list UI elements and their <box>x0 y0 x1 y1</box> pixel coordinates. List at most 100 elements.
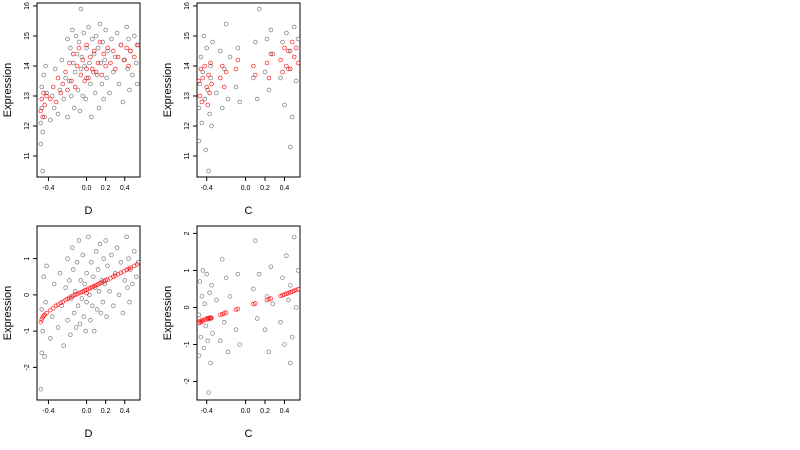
data-point <box>65 36 70 42</box>
data-point <box>60 81 65 87</box>
x-tick-label: 0.0 <box>82 185 92 192</box>
data-point <box>130 281 135 287</box>
data-point <box>90 36 95 42</box>
data-point <box>208 63 213 69</box>
data-point <box>289 334 295 340</box>
data-point <box>266 87 272 93</box>
data-point <box>127 299 132 305</box>
data-point <box>293 287 299 293</box>
data-point <box>235 271 241 277</box>
data-point <box>264 36 270 42</box>
plot-frame <box>196 2 301 178</box>
data-point <box>288 144 293 150</box>
x-axis-label: C <box>245 428 253 440</box>
data-point <box>223 275 229 281</box>
data-point <box>121 57 127 63</box>
data-point <box>208 360 213 366</box>
data-point <box>100 39 106 45</box>
data-point <box>101 256 107 261</box>
data-point <box>103 238 108 243</box>
data-point <box>112 270 118 276</box>
data-point <box>99 81 105 87</box>
data-point <box>108 60 113 66</box>
data-point <box>96 289 102 294</box>
data-point <box>209 81 214 87</box>
data-point <box>38 108 44 114</box>
data-point <box>44 90 49 96</box>
data-point <box>41 274 46 280</box>
data-point <box>289 39 295 45</box>
data-point <box>282 292 287 297</box>
data-point <box>86 234 91 240</box>
data-point <box>97 21 103 27</box>
data-point <box>264 60 270 66</box>
data-point <box>53 99 59 105</box>
data-point <box>198 334 204 340</box>
data-point <box>132 54 137 60</box>
data-point <box>80 93 86 99</box>
data-point <box>280 69 285 75</box>
data-point <box>288 290 293 295</box>
data-point <box>84 299 89 305</box>
data-point <box>124 234 129 240</box>
y-tick-label: 11 <box>24 152 31 159</box>
data-point <box>63 69 68 75</box>
data-point <box>266 297 272 302</box>
data-point <box>91 274 96 280</box>
data-point <box>38 141 44 147</box>
data-point <box>84 290 89 296</box>
data-point <box>203 147 208 153</box>
data-point <box>59 57 65 63</box>
data-point <box>203 323 208 329</box>
data-point <box>233 327 239 332</box>
data-point <box>221 320 227 325</box>
data-point <box>223 69 229 75</box>
data-point <box>50 84 56 90</box>
x-tick-label: 0.2 <box>101 185 111 192</box>
data-point <box>86 24 91 30</box>
data-point <box>210 331 215 336</box>
data-point <box>133 60 139 66</box>
data-point <box>253 238 258 244</box>
data-point <box>70 245 75 251</box>
y-tick-label: -1 <box>184 341 191 347</box>
data-point <box>202 96 208 102</box>
data-point <box>74 63 80 69</box>
data-point <box>112 66 118 72</box>
data-point <box>76 39 82 45</box>
data-point <box>262 69 268 75</box>
y-tick-label: 0 <box>24 293 31 297</box>
data-point <box>95 60 101 66</box>
data-point <box>91 48 97 54</box>
data-point <box>253 39 258 45</box>
data-point <box>98 310 104 316</box>
data-point <box>109 36 114 42</box>
y-tick-label: 13 <box>24 92 31 100</box>
data-point <box>124 24 129 30</box>
scatter-panel-3: -0.4 0.0 0.2 0.4 -2 -1 0 1 D Expression <box>2 225 141 440</box>
data-point <box>111 48 116 54</box>
data-point <box>102 57 107 63</box>
data-point <box>206 72 211 78</box>
data-point <box>286 297 291 303</box>
data-point <box>39 84 45 90</box>
data-point <box>282 45 287 51</box>
data-point <box>221 311 227 316</box>
data-point <box>205 102 210 108</box>
data-point <box>68 332 73 338</box>
data-point <box>91 69 96 75</box>
series-2 <box>38 39 140 120</box>
data-point <box>41 313 46 319</box>
data-point <box>94 307 100 312</box>
series-1 <box>38 6 141 174</box>
data-point <box>74 51 80 57</box>
data-point <box>124 45 129 51</box>
data-point <box>51 105 57 111</box>
data-point <box>199 294 205 299</box>
data-point <box>81 30 86 36</box>
x-tick-label: -0.4 <box>42 408 54 415</box>
data-point <box>268 51 274 57</box>
y-tick-label: 2 <box>184 231 191 235</box>
data-point <box>38 386 44 392</box>
